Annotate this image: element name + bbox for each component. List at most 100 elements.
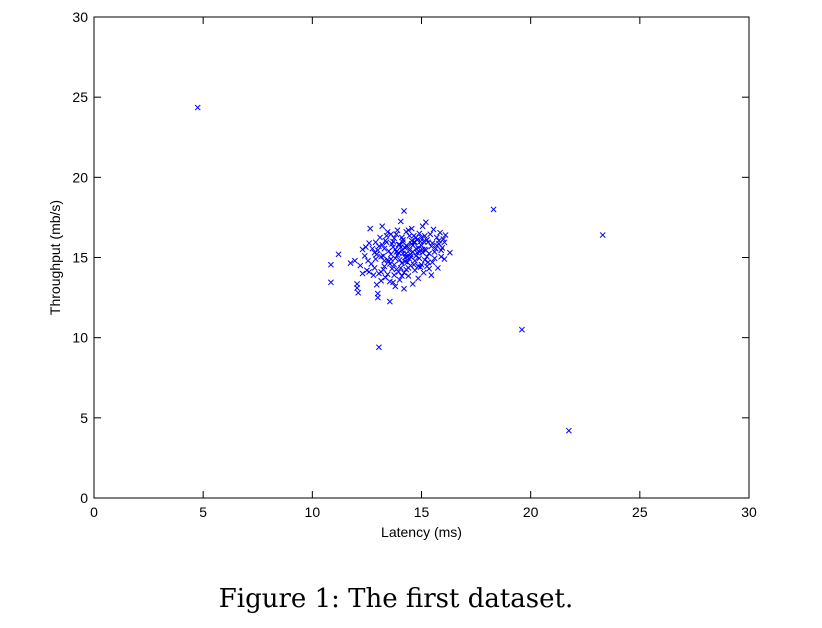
y-tick-label: 15 xyxy=(72,250,88,266)
data-point xyxy=(371,264,378,271)
data-point xyxy=(430,226,437,233)
data-point xyxy=(372,239,379,246)
data-point xyxy=(387,251,394,258)
data-point xyxy=(425,239,432,246)
data-point xyxy=(387,231,394,238)
x-tick-label: 20 xyxy=(523,504,539,520)
y-tick-label: 30 xyxy=(72,9,88,25)
data-point xyxy=(391,272,398,279)
data-point xyxy=(365,257,371,264)
y-tick-label: 0 xyxy=(80,490,88,506)
data-point xyxy=(565,427,572,434)
data-point xyxy=(327,279,334,286)
data-point xyxy=(390,279,397,286)
data-point xyxy=(396,256,403,263)
data-point xyxy=(395,241,402,248)
data-point xyxy=(409,281,416,287)
data-point xyxy=(398,234,405,241)
data-point xyxy=(384,271,391,278)
plot-area-frame xyxy=(93,16,750,499)
data-point xyxy=(431,255,438,262)
data-point xyxy=(377,234,383,241)
data-point xyxy=(397,218,404,225)
data-point xyxy=(438,247,445,254)
data-point xyxy=(441,239,448,246)
data-point xyxy=(391,235,398,242)
data-point xyxy=(375,344,382,351)
data-point xyxy=(393,231,400,238)
y-tick-label: 5 xyxy=(80,410,88,426)
data-point xyxy=(402,258,409,265)
data-point xyxy=(424,263,430,270)
data-point xyxy=(398,272,405,279)
data-point xyxy=(378,277,385,284)
data-point xyxy=(416,230,423,237)
data-point xyxy=(434,264,441,271)
y-axis-label: Throughput (mb/s) xyxy=(47,200,63,315)
y-tick-label: 20 xyxy=(72,169,88,185)
data-point xyxy=(381,245,388,252)
data-point xyxy=(401,285,407,292)
data-point xyxy=(440,236,447,243)
data-point xyxy=(411,267,418,274)
data-point xyxy=(441,256,448,263)
data-point xyxy=(394,252,401,259)
figure-caption: Figure 1: The first dataset. xyxy=(218,584,574,614)
data-point xyxy=(351,257,358,264)
data-point xyxy=(372,256,379,263)
x-axis-label: Latency (ms) xyxy=(381,524,462,540)
data-point xyxy=(362,244,369,251)
data-point xyxy=(428,272,435,279)
data-point xyxy=(410,261,417,268)
data-point xyxy=(425,259,432,266)
data-point xyxy=(386,260,393,267)
data-point xyxy=(408,225,415,232)
data-point xyxy=(429,259,436,266)
data-point xyxy=(405,272,412,279)
data-point xyxy=(420,269,427,276)
data-point xyxy=(379,241,386,248)
data-point xyxy=(401,269,407,276)
data-point xyxy=(432,245,439,252)
data-point xyxy=(394,227,401,234)
data-point xyxy=(442,232,449,239)
data-point xyxy=(366,268,373,275)
data-point xyxy=(422,219,429,226)
data-point xyxy=(431,248,438,255)
data-point xyxy=(433,242,440,249)
data-point xyxy=(410,232,417,239)
y-tick-label: 10 xyxy=(72,330,88,346)
data-point xyxy=(354,285,361,291)
data-point xyxy=(405,227,412,234)
data-point xyxy=(398,247,405,254)
data-point xyxy=(392,246,399,253)
data-point xyxy=(347,260,354,267)
data-points xyxy=(194,104,606,434)
data-point xyxy=(437,229,444,236)
data-point xyxy=(446,249,453,256)
data-point xyxy=(433,234,440,241)
data-point xyxy=(406,256,413,263)
data-point xyxy=(396,276,403,283)
data-point xyxy=(361,252,368,259)
data-point xyxy=(405,264,412,271)
data-point xyxy=(374,247,381,254)
data-point xyxy=(416,248,423,255)
data-point xyxy=(419,246,426,253)
data-point xyxy=(386,298,393,305)
data-point xyxy=(518,326,525,333)
data-point xyxy=(418,261,425,268)
data-point xyxy=(393,266,400,273)
data-point xyxy=(403,242,410,249)
data-point xyxy=(427,231,434,238)
data-point xyxy=(374,294,381,301)
data-point xyxy=(424,253,430,260)
data-point xyxy=(379,223,386,230)
data-point xyxy=(436,237,442,244)
data-point xyxy=(378,253,385,260)
x-tick-label: 15 xyxy=(414,504,430,520)
y-tick-label: 25 xyxy=(72,89,88,105)
data-point xyxy=(327,261,334,268)
data-point xyxy=(359,270,366,277)
x-tick-label: 30 xyxy=(741,504,757,520)
